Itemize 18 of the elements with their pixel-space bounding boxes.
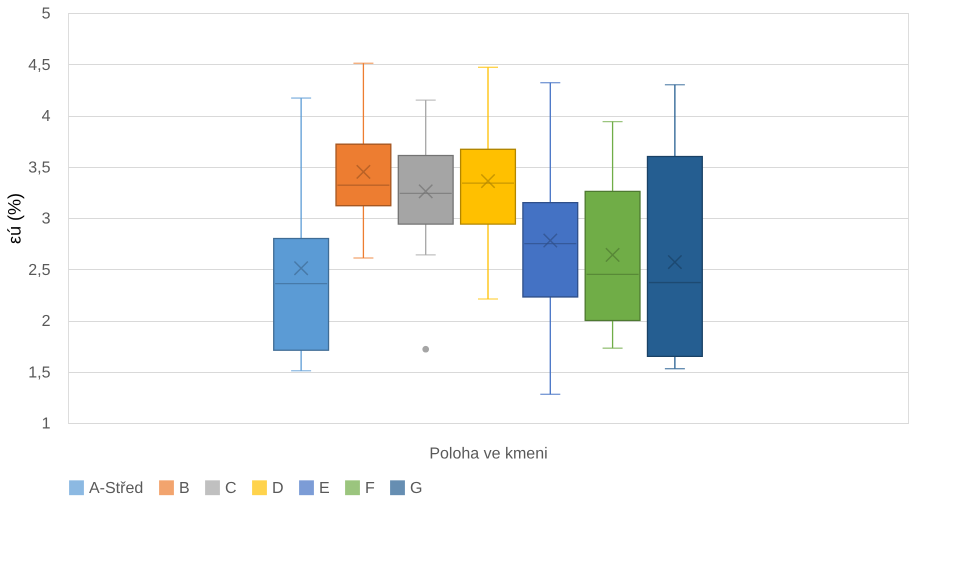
y-axis-title: εú (%) bbox=[4, 192, 24, 244]
y-tick-label: 1,5 bbox=[28, 364, 51, 382]
y-tick-label: 5 bbox=[42, 6, 51, 22]
y-tick-label: 3 bbox=[42, 210, 51, 228]
legend-label: D bbox=[272, 480, 284, 497]
x-axis-title: Poloha ve kmeni bbox=[429, 446, 548, 462]
legend-label: E bbox=[319, 480, 330, 497]
y-tick-label: 1 bbox=[42, 416, 51, 432]
y-tick-label: 2 bbox=[42, 313, 51, 330]
y-tick-label: 4 bbox=[42, 108, 51, 125]
y-tick-label: 2,5 bbox=[28, 262, 51, 279]
legend-label: C bbox=[225, 480, 237, 497]
legend-label: F bbox=[365, 480, 375, 497]
legend-label: A-Střed bbox=[89, 480, 144, 497]
y-tick-label: 4,5 bbox=[28, 56, 51, 74]
y-tick-label: 3,5 bbox=[28, 159, 51, 176]
legend-label: G bbox=[410, 480, 422, 497]
legend-label: B bbox=[179, 480, 190, 497]
